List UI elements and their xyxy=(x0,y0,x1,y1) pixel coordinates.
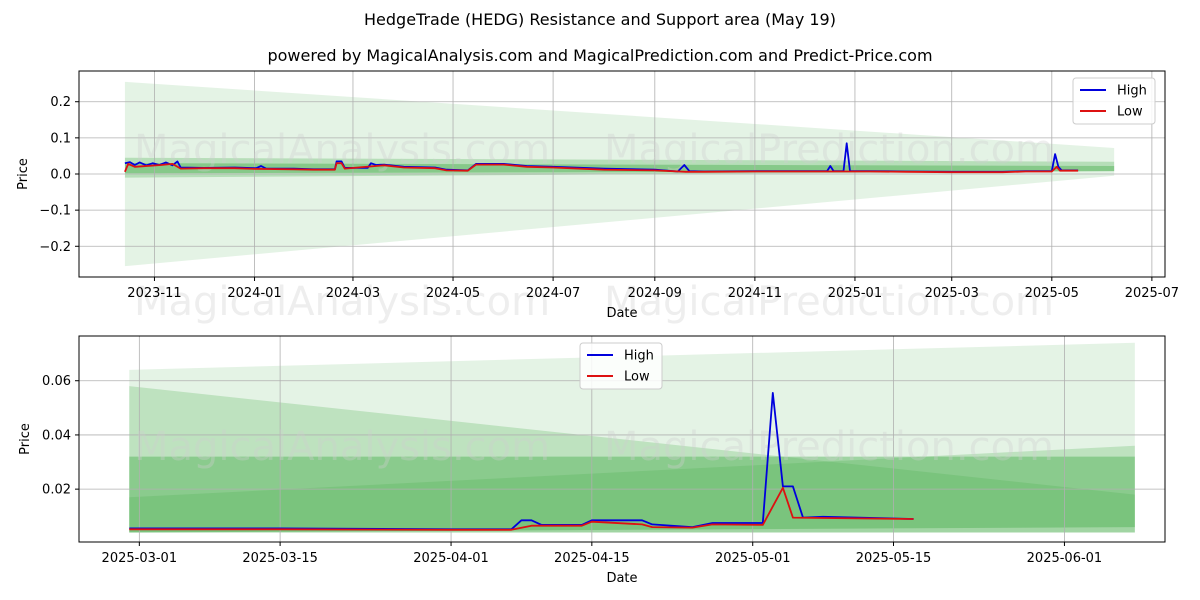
watermark-text: MagicalAnalysis.com xyxy=(134,279,550,325)
legend-label-high: High xyxy=(1117,84,1147,99)
legend: High Low xyxy=(579,342,663,390)
y-axis: −0.2 −0.1 0.0 0.1 0.2 Price xyxy=(16,95,79,255)
y-tick-label: 0.06 xyxy=(42,374,71,389)
legend-label-high: High xyxy=(624,349,654,364)
x-tick-label: 2024-07 xyxy=(526,286,580,301)
y-tick-label: 0.1 xyxy=(50,131,71,146)
y-tick-label: 0.02 xyxy=(42,483,71,498)
watermark-text: MagicalPrediction.com xyxy=(604,279,1054,325)
series-low-line xyxy=(124,162,1079,174)
band-2 xyxy=(129,386,1135,533)
x-tick-label: 2025-01 xyxy=(828,286,882,301)
chart-subtitle: powered by MagicalAnalysis.com and Magic… xyxy=(267,46,933,65)
watermark-text: MagicalPrediction.com xyxy=(604,127,1054,173)
x-tick-label: 2025-05-15 xyxy=(856,551,932,566)
watermark-text: MagicalAnalysis.com xyxy=(134,127,550,173)
band-1 xyxy=(129,342,1135,533)
watermark: MagicalAnalysis.com MagicalPrediction.com xyxy=(134,424,1054,470)
series xyxy=(124,142,1079,174)
y-axis-label: Price xyxy=(16,158,31,190)
y-axis: 0.02 0.04 0.06 Price xyxy=(18,374,79,498)
legend-label-low: Low xyxy=(624,370,650,385)
chart-panel-2: MagicalAnalysis.com MagicalPrediction.com… xyxy=(18,335,1166,586)
x-tick-label: 2025-03-01 xyxy=(102,551,178,566)
plot-frame xyxy=(78,335,1166,543)
x-tick-label: 2025-06-01 xyxy=(1027,551,1103,566)
y-tick-label: 0.04 xyxy=(42,428,71,443)
x-axis-label: Date xyxy=(606,571,637,586)
band-4 xyxy=(129,456,1135,533)
y-tick-label: 0.2 xyxy=(50,95,71,110)
series-high-line xyxy=(129,391,914,531)
x-tick-label: 2025-03 xyxy=(925,286,979,301)
series-low-line xyxy=(129,486,914,531)
y-tick-label: −0.2 xyxy=(39,240,71,255)
x-tick-label: 2024-09 xyxy=(628,286,682,301)
x-tick-label: 2024-05 xyxy=(426,286,480,301)
x-tick-label: 2023-11 xyxy=(127,286,181,301)
x-axis: 2023-11 2024-01 2024-03 2024-05 2024-07 2024-… xyxy=(127,277,1179,321)
series xyxy=(129,391,914,531)
y-axis-label: Price xyxy=(18,423,33,455)
watermark-text: MagicalAnalysis.com xyxy=(134,424,550,470)
x-tick-label: 2024-01 xyxy=(227,286,281,301)
x-tick-label: 2024-11 xyxy=(728,286,782,301)
x-tick-label: 2024-03 xyxy=(326,286,380,301)
x-tick-label: 2025-05 xyxy=(1025,286,1079,301)
x-tick-label: 2025-03-15 xyxy=(242,551,318,566)
x-tick-label: 2025-04-01 xyxy=(413,551,489,566)
x-tick-label: 2025-07 xyxy=(1125,286,1179,301)
x-axis: 2025-03-01 2025-03-15 2025-04-01 2025-04-15… xyxy=(102,542,1103,586)
legend-label-low: Low xyxy=(1117,105,1143,120)
chart-panel-1: MagicalAnalysis.com MagicalPrediction.com… xyxy=(16,70,1179,325)
x-axis-label: Date xyxy=(606,306,637,321)
watermark-text: MagicalPrediction.com xyxy=(604,424,1054,470)
x-tick-label: 2025-05-01 xyxy=(715,551,791,566)
chart-title: HedgeTrade (HEDG) Resistance and Support… xyxy=(364,10,836,29)
y-tick-label: −0.1 xyxy=(39,204,71,219)
grid xyxy=(79,71,1165,277)
legend: High Low xyxy=(1072,77,1156,125)
y-tick-label: 0.0 xyxy=(50,168,71,183)
x-tick-label: 2025-04-15 xyxy=(554,551,630,566)
